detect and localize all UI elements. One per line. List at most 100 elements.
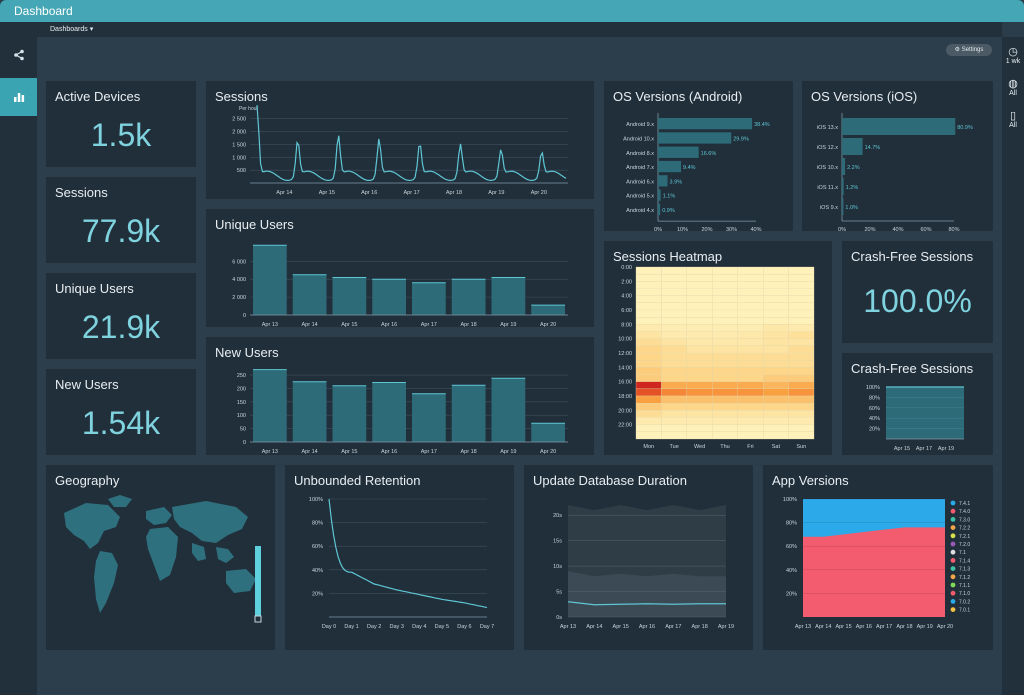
legend-swatch	[950, 582, 956, 588]
heatmap-cell	[762, 395, 789, 404]
y-tick-label: 100	[237, 413, 246, 419]
device-filter[interactable]: ▯ All	[1002, 109, 1024, 129]
data-label: 29.9%	[733, 136, 749, 142]
heatmap-cell	[635, 302, 662, 311]
heatmap-cell	[788, 295, 815, 303]
heatmap-cell	[788, 374, 815, 382]
globe-icon: ◍	[1008, 78, 1018, 90]
x-tick-label: Apr 17	[916, 446, 932, 452]
heatmap-cell	[661, 295, 688, 303]
heatmap-cell	[686, 388, 713, 397]
legend-swatch	[950, 599, 956, 604]
y-tick-label: 80%	[312, 521, 323, 527]
x-tick-label: Apr 18	[461, 322, 477, 327]
heatmap-cell	[762, 352, 789, 361]
heatmap-cell	[788, 345, 815, 354]
heatmap-cell	[712, 388, 738, 397]
heatmap-cell	[788, 410, 815, 418]
heatmap-cell	[635, 317, 662, 325]
region-filter-label: All	[1009, 90, 1017, 97]
heatmap-cell	[661, 374, 688, 382]
x-tick-label: Apr 18	[896, 624, 912, 630]
category-label: iOS 13.x	[817, 125, 838, 131]
time-filter-label: 1 wk	[1005, 58, 1021, 65]
heatmap-cell	[686, 431, 713, 440]
bar	[658, 118, 753, 130]
legend-label: 7.2.1	[959, 534, 970, 540]
heatmap-cell	[712, 324, 738, 332]
legend-label: 7.0.2	[959, 599, 970, 605]
heatmap-cell	[762, 331, 789, 339]
new-users-panel: New Users 250 200 150 100 50 0 Apr 13 Apr 14 Apr…	[206, 337, 594, 455]
x-tick-label: Apr 16	[856, 624, 872, 630]
bar	[292, 274, 327, 315]
bar	[412, 282, 446, 315]
sessions-series-line	[256, 105, 567, 182]
bar	[658, 146, 699, 158]
bar	[253, 245, 287, 315]
heatmap-cell	[762, 338, 789, 346]
phone-icon: ▯	[1009, 110, 1017, 122]
time-filter[interactable]: ◷ 1 wk	[1002, 45, 1024, 65]
new-users-chart: 250 200 150 100 50 0 Apr 13 Apr 14 Apr 15 Apr 16 A…	[237, 369, 568, 455]
x-tick-label: Apr 17	[876, 624, 892, 630]
heatmap-cell	[788, 302, 815, 311]
heatmap-cell	[661, 317, 688, 325]
heatmap-cell	[661, 338, 688, 346]
settings-button[interactable]: ⚙ Settings	[946, 44, 992, 56]
bar	[491, 277, 526, 315]
heatmap-cell	[788, 403, 815, 411]
y-tick-label: 15s	[553, 539, 562, 545]
kpi-title: Unique Users	[55, 281, 134, 296]
heatmap-cell	[661, 381, 688, 389]
dashboard-chart-icon[interactable]	[0, 78, 37, 116]
hour-label: 18:00	[618, 394, 632, 400]
heatmap-cell	[661, 410, 688, 418]
heatmap-cell	[762, 360, 789, 368]
dashboards-menu[interactable]: Dashboards ▾	[37, 22, 1002, 37]
y-tick-label: 60%	[312, 544, 323, 550]
x-tick-label: Apr 15	[319, 190, 335, 196]
heatmap-cell	[661, 431, 688, 440]
day-label: Sat	[772, 444, 781, 450]
heatmap-cell	[737, 274, 764, 282]
legend-swatch	[950, 517, 956, 522]
y-tick-label: 80%	[869, 395, 880, 401]
heatmap-cell	[635, 295, 662, 303]
heatmap-cell	[635, 395, 662, 404]
heatmap-cell	[635, 360, 662, 368]
legend-swatch	[950, 525, 956, 530]
bar-chart-icon	[13, 93, 24, 102]
world-map[interactable]	[46, 465, 275, 650]
y-tick-label: 20s	[553, 513, 562, 519]
heatmap-cell	[737, 424, 764, 432]
x-tick-label: Day 4	[412, 624, 426, 630]
panel-title: Geography	[55, 473, 120, 488]
bar	[491, 378, 526, 442]
heatmap-cell	[635, 345, 662, 354]
y-tick-label: 0	[243, 440, 246, 446]
os-ios-panel: OS Versions (iOS) iOS 13.x 80.9% iOS 12.x 1…	[802, 81, 993, 231]
heatmap-cell	[635, 403, 662, 411]
legend-label: 7.1.2	[959, 575, 970, 581]
x-tick-label: Apr 15	[835, 624, 851, 630]
data-label: 9.4%	[683, 165, 696, 171]
y-tick-label: 1 000	[232, 155, 246, 161]
update-db-chart: 20s 15s 10s 5s 0s Apr 13 Apr 14 Apr 15 Apr 16 Apr…	[553, 505, 734, 630]
os-android-panel: OS Versions (Android) Android 9.x 38.4% An…	[604, 81, 793, 231]
heatmap-cell	[762, 403, 789, 411]
bar	[531, 305, 565, 315]
x-tick-label: Apr 20	[540, 449, 556, 455]
data-label: 0.9%	[662, 208, 675, 214]
x-tick-label: Apr 13	[262, 322, 278, 327]
category-label: Android 6.x	[626, 179, 654, 185]
panel-title: Sessions Heatmap	[613, 249, 723, 264]
region-filter[interactable]: ◍ All	[1002, 77, 1024, 97]
heatmap-cell	[661, 266, 688, 275]
legend-label: 7.0.1	[959, 608, 970, 614]
kpi-title: New Users	[55, 377, 119, 392]
series-7-4-1-area	[803, 499, 945, 537]
device-filter-label: All	[1009, 122, 1017, 129]
share-icon[interactable]	[0, 36, 37, 74]
heatmap-cell	[686, 317, 713, 325]
